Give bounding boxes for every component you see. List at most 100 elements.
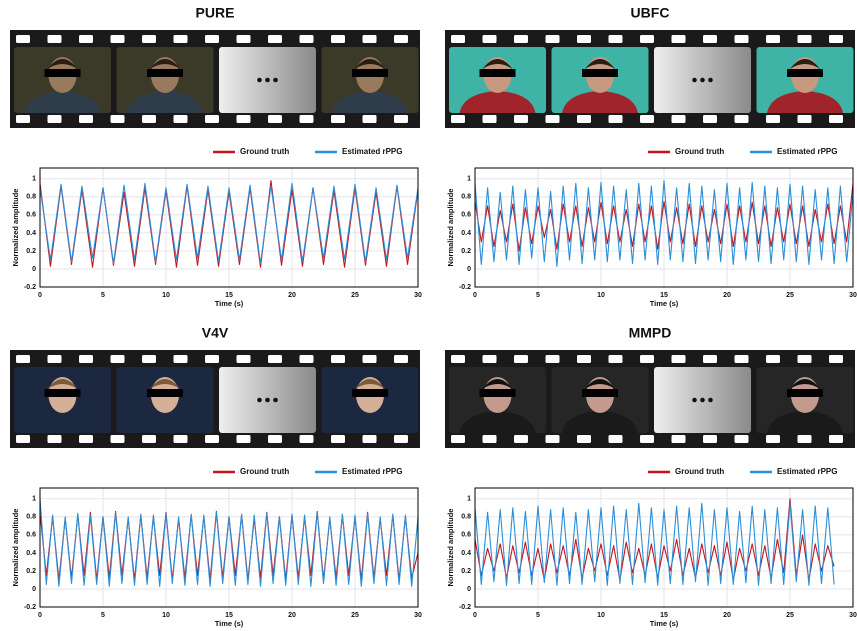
sprocket-hole: [79, 435, 93, 443]
sprocket-hole: [798, 35, 812, 43]
y-axis-label: Normalized amplitude: [11, 509, 20, 587]
y-tick-label: 0.6: [26, 532, 36, 539]
x-tick-label: 20: [288, 292, 296, 299]
sprocket-hole: [609, 35, 623, 43]
sprocket-hole: [111, 435, 125, 443]
legend-label: Ground truth: [240, 467, 289, 476]
sprocket-hole: [577, 355, 591, 363]
ellipsis-dot: [265, 78, 270, 83]
sprocket-hole: [363, 35, 377, 43]
sprocket-hole: [331, 435, 345, 443]
sprocket-hole: [394, 355, 408, 363]
ellipsis-dot: [692, 398, 697, 403]
x-tick-label: 30: [849, 292, 857, 299]
sprocket-hole: [451, 355, 465, 363]
sprocket-hole: [703, 115, 717, 123]
ellipsis-dot: [273, 78, 278, 83]
sprocket-hole: [798, 435, 812, 443]
y-tick-label: 1: [32, 176, 36, 183]
x-axis-label: Time (s): [215, 299, 244, 308]
sprocket-hole: [363, 355, 377, 363]
sprocket-hole: [300, 355, 314, 363]
sprocket-hole: [174, 435, 188, 443]
x-tick-label: 0: [38, 612, 42, 619]
sprocket-hole: [142, 435, 156, 443]
sprocket-hole: [483, 35, 497, 43]
sprocket-hole: [703, 435, 717, 443]
sprocket-hole: [609, 115, 623, 123]
legend-label: Estimated rPPG: [777, 467, 837, 476]
sprocket-hole: [546, 115, 560, 123]
sprocket-hole: [672, 35, 686, 43]
sprocket-hole: [48, 35, 62, 43]
sprocket-hole: [331, 35, 345, 43]
x-tick-label: 5: [536, 292, 540, 299]
sprocket-hole: [640, 435, 654, 443]
sprocket-hole: [363, 435, 377, 443]
sprocket-hole: [16, 115, 30, 123]
sprocket-hole: [142, 35, 156, 43]
x-tick-label: 25: [786, 292, 794, 299]
sprocket-hole: [174, 115, 188, 123]
sprocket-hole: [142, 115, 156, 123]
sprocket-hole: [16, 435, 30, 443]
sprocket-hole: [577, 35, 591, 43]
panel-title: V4V: [202, 325, 229, 341]
y-tick-label: 0.6: [461, 212, 471, 219]
y-tick-label: 0.4: [461, 230, 471, 237]
sprocket-hole: [237, 355, 251, 363]
sprocket-hole: [451, 35, 465, 43]
x-tick-label: 20: [723, 612, 731, 619]
x-tick-label: 5: [101, 612, 105, 619]
sprocket-hole: [394, 115, 408, 123]
ellipsis-dot: [708, 398, 713, 403]
y-tick-label: 0: [467, 266, 471, 273]
sprocket-hole: [451, 435, 465, 443]
sprocket-hole: [735, 115, 749, 123]
x-tick-label: 20: [723, 292, 731, 299]
y-tick-label: 1: [467, 176, 471, 183]
sprocket-hole: [16, 35, 30, 43]
sprocket-hole: [640, 355, 654, 363]
eye-mask: [787, 69, 823, 77]
x-tick-label: 10: [162, 292, 170, 299]
sprocket-hole: [735, 355, 749, 363]
sprocket-hole: [483, 435, 497, 443]
eye-mask: [45, 389, 81, 397]
sprocket-hole: [111, 355, 125, 363]
sprocket-hole: [205, 35, 219, 43]
y-tick-label: 1: [32, 496, 36, 503]
sprocket-hole: [766, 35, 780, 43]
sprocket-hole: [142, 355, 156, 363]
sprocket-hole: [48, 435, 62, 443]
x-axis-label: Time (s): [650, 299, 679, 308]
x-tick-label: 10: [162, 612, 170, 619]
y-tick-label: 0.2: [26, 248, 36, 255]
y-tick-label: -0.2: [459, 284, 471, 291]
sprocket-hole: [300, 435, 314, 443]
legend-label: Ground truth: [675, 147, 724, 156]
y-tick-label: 0.8: [461, 514, 471, 521]
y-tick-label: 0.2: [26, 568, 36, 575]
legend-label: Ground truth: [675, 467, 724, 476]
sprocket-hole: [363, 115, 377, 123]
sprocket-hole: [514, 435, 528, 443]
y-tick-label: 0.4: [461, 550, 471, 557]
sprocket-hole: [48, 355, 62, 363]
sprocket-hole: [609, 355, 623, 363]
sprocket-hole: [766, 115, 780, 123]
sprocket-hole: [703, 35, 717, 43]
eye-mask: [480, 69, 516, 77]
ellipsis-dot: [273, 398, 278, 403]
sprocket-hole: [237, 115, 251, 123]
sprocket-hole: [483, 115, 497, 123]
sprocket-hole: [268, 115, 282, 123]
ellipsis-dot: [257, 398, 262, 403]
x-tick-label: 15: [660, 612, 668, 619]
sprocket-hole: [609, 435, 623, 443]
y-axis-label: Normalized amplitude: [446, 509, 455, 587]
x-tick-label: 20: [288, 612, 296, 619]
sprocket-hole: [79, 355, 93, 363]
sprocket-hole: [672, 355, 686, 363]
sprocket-hole: [331, 355, 345, 363]
